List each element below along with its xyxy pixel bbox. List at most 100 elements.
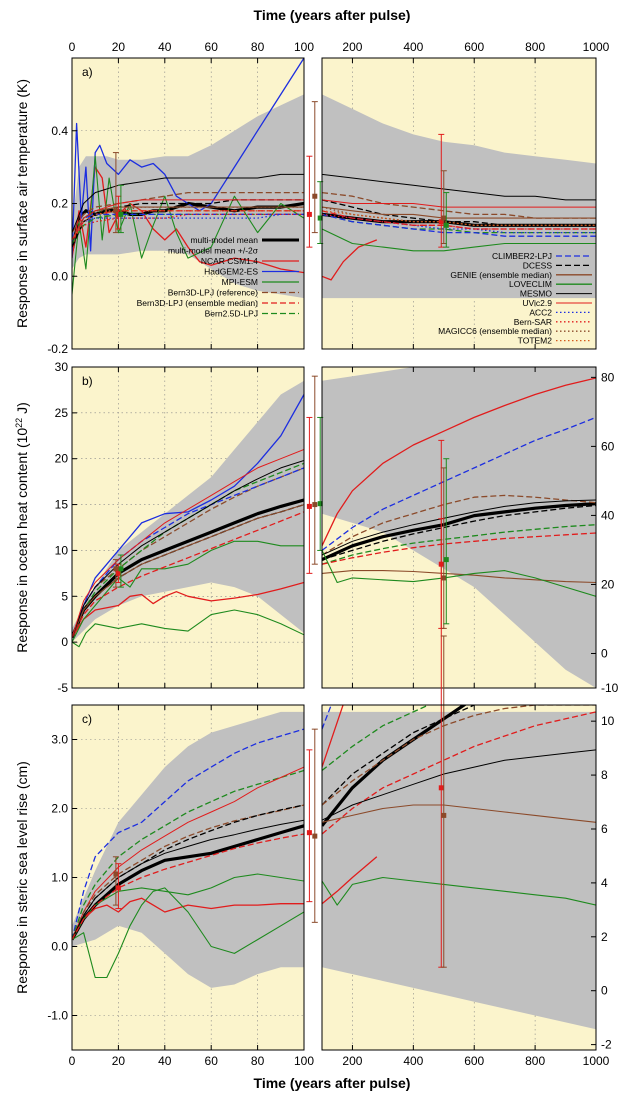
panel-label: a)	[82, 65, 93, 79]
y-axis-title: Response in steric sea level rise (cm)	[14, 761, 30, 994]
errorbar-marker	[441, 215, 447, 221]
errorbar-marker	[115, 570, 121, 576]
errorbar-between-panels-marker	[312, 833, 318, 839]
y-tick-label: 0.2	[51, 197, 68, 211]
series-line	[322, 213, 596, 237]
series-line	[322, 532, 596, 565]
legend-entry-label: multi-model mean +/-2σ	[168, 246, 259, 256]
series-line	[322, 173, 596, 201]
series-line	[72, 166, 304, 274]
errorbar-between-panels-marker	[312, 193, 318, 199]
series-line	[72, 155, 304, 295]
errorbar-marker	[118, 566, 124, 572]
errorbar-between-panels-marker	[306, 211, 312, 217]
series-line	[322, 228, 596, 252]
series-line	[322, 856, 378, 905]
y-right-tick-label: 0	[601, 646, 608, 660]
panel-label: b)	[82, 374, 93, 388]
y-right-tick-label: 10	[601, 714, 615, 728]
series-line	[72, 581, 304, 638]
series-line	[72, 460, 304, 638]
x-tick-label-top: 40	[158, 40, 172, 54]
series-line	[322, 705, 596, 806]
legend-entry-label: TOTEM2	[518, 336, 553, 346]
legend-entry-label: multi-model mean	[190, 235, 258, 245]
series-line	[72, 511, 304, 638]
series-line	[322, 705, 431, 772]
panel-c: -1.0 0.0 1.0 2.0 3.0 -2 0 2 4 6 8 10 c) Response in s…	[14, 518, 615, 1052]
x-tick-label-bottom: 40	[158, 1054, 172, 1068]
errorbar-between-panels-marker	[306, 830, 312, 836]
plot-frame-right	[321, 57, 597, 350]
legend-entry-label: Bern2.5D-LPJ	[205, 309, 258, 319]
x-tick-label-bottom: 1000	[583, 1054, 610, 1068]
errorbar-marker	[113, 566, 119, 572]
y-axis-title-superscript: 22	[14, 418, 24, 428]
series-line	[322, 705, 467, 827]
errorbar-marker	[118, 211, 124, 217]
y-right-tick-label: 0	[601, 984, 608, 998]
legend-entry-label: Bern3D-LPJ (reference)	[168, 288, 258, 298]
errorbar-between-panels-marker	[306, 503, 312, 509]
errorbar-marker	[115, 885, 121, 891]
legend-entry-label: MAGICC6 (ensemble median)	[438, 326, 552, 336]
plot-frame-right	[321, 366, 597, 689]
panel-label: c)	[82, 712, 92, 726]
legend-entry-label: GENIE (ensemble median)	[450, 270, 552, 280]
y-tick-label: -0.2	[47, 342, 68, 356]
envelope-2sigma-right	[322, 367, 596, 688]
series-line	[322, 199, 596, 208]
plot-frame-right	[321, 704, 597, 1051]
legend-entry-label: Bern3D-LPJ (ensemble median)	[137, 298, 259, 308]
y-right-tick-label: 20	[601, 577, 615, 591]
errorbar-marker	[113, 871, 119, 877]
y-right-tick-label: -10	[601, 681, 619, 695]
series-line	[72, 58, 304, 259]
series-line	[322, 213, 596, 230]
series-line	[72, 804, 304, 940]
legend-entry-label: LOVECLIM	[509, 279, 552, 289]
series-line	[322, 804, 596, 823]
x-tick-label-bottom: 100	[294, 1054, 314, 1068]
legend-entry-label: HadGEM2-ES	[204, 267, 258, 277]
y-right-tick-label: 8	[601, 768, 608, 782]
series-line	[322, 504, 596, 561]
y-tick-label: 0.0	[51, 269, 68, 283]
legend-entry-label: Bern-SAR	[514, 317, 552, 327]
y-tick-label: 25	[55, 406, 69, 420]
series-line	[72, 728, 304, 940]
series-line	[72, 887, 304, 979]
x-tick-label-bottom: 0	[69, 1054, 76, 1068]
y-right-tick-label: 80	[601, 370, 615, 384]
series-line	[322, 377, 596, 547]
series-line	[322, 494, 596, 556]
series-line	[72, 191, 304, 233]
legend-entry-label: CLIMBER2-LPJ	[492, 251, 552, 261]
x-tick-label-top: 0	[69, 40, 76, 54]
x-tick-label-bottom: 600	[464, 1054, 484, 1068]
legend-entry-label: MESMO	[520, 289, 553, 299]
y-tick-label: 10	[55, 543, 69, 557]
series-line	[322, 711, 596, 835]
y-right-tick-label: 40	[601, 508, 615, 522]
series-line	[322, 206, 596, 219]
x-tick-label-top: 200	[342, 40, 362, 54]
y-right-tick-label: 2	[601, 930, 608, 944]
series-line	[72, 540, 304, 643]
x-tick-label-top: 1000	[583, 40, 610, 54]
series-line	[322, 705, 477, 806]
y-right-tick-label: -2	[601, 1038, 612, 1052]
envelope-2sigma-left	[72, 711, 304, 988]
series-line	[72, 819, 304, 940]
errorbar-marker	[443, 557, 449, 563]
y-tick-label: 30	[55, 360, 69, 374]
envelope-2sigma-right	[322, 711, 596, 1030]
x-tick-label-bottom: 400	[403, 1054, 423, 1068]
y-axis-title: Response in ocean heat content (1022 J)	[14, 402, 30, 653]
series-line	[72, 210, 304, 241]
errorbar-marker	[441, 575, 447, 581]
y-tick-label: -1.0	[47, 1009, 68, 1023]
series-line	[322, 570, 596, 584]
errorbar-marker	[438, 219, 444, 225]
y-tick-label: 3.0	[51, 733, 68, 747]
